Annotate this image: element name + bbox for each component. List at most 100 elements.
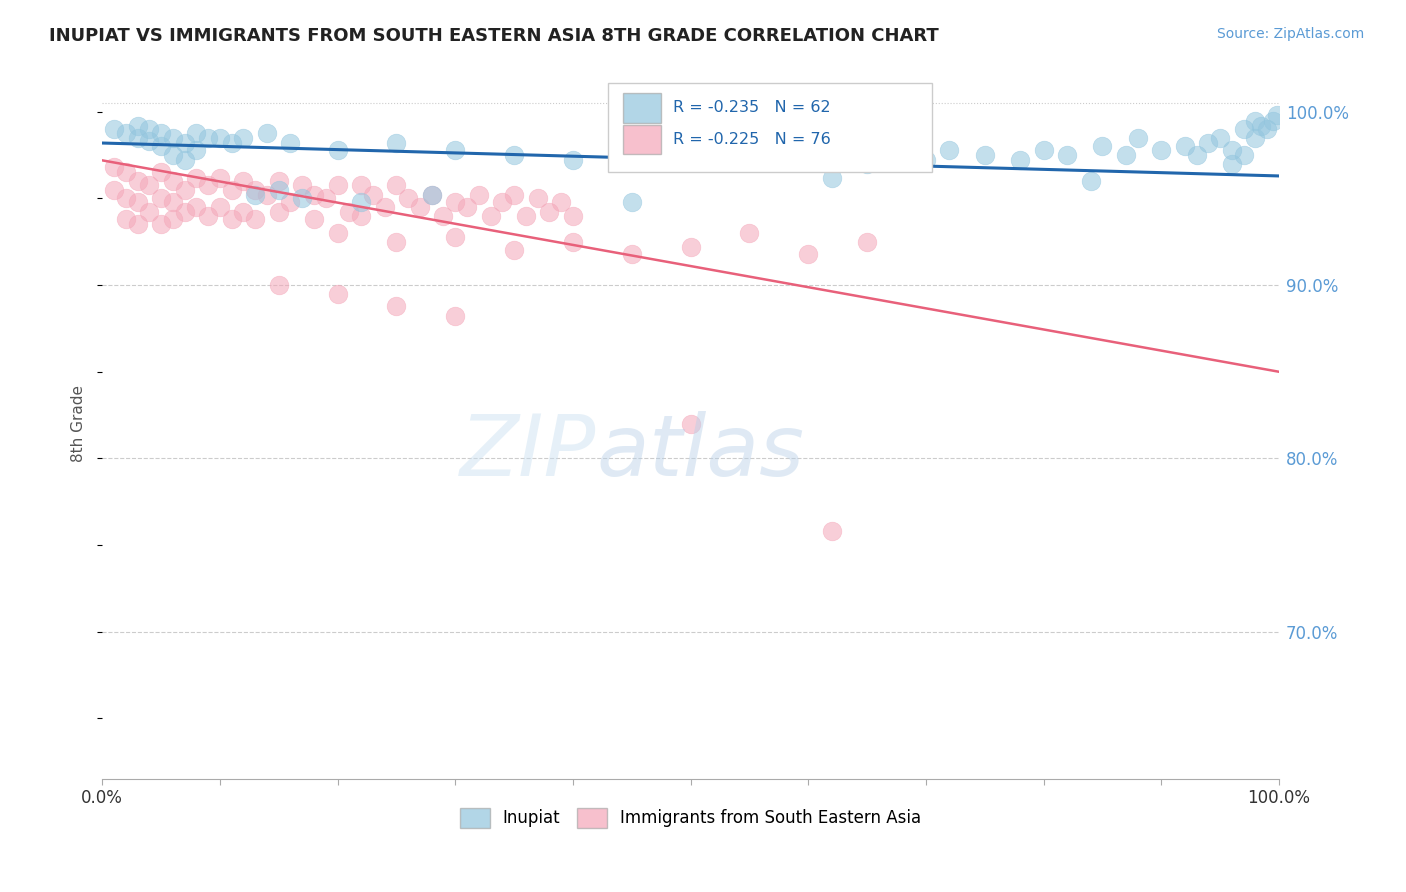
- Point: [456, 200, 478, 214]
- Point: [468, 188, 491, 202]
- Point: [138, 205, 160, 219]
- Point: [515, 209, 537, 223]
- Point: [127, 194, 149, 209]
- Point: [127, 131, 149, 145]
- Point: [915, 153, 938, 168]
- Point: [280, 136, 302, 150]
- Point: [1232, 148, 1254, 162]
- Point: [374, 200, 396, 214]
- Point: [1115, 148, 1137, 162]
- Point: [361, 188, 384, 202]
- Point: [337, 205, 360, 219]
- Point: [114, 126, 136, 140]
- Point: [821, 170, 844, 185]
- Point: [938, 143, 960, 157]
- Point: [326, 143, 349, 157]
- Point: [186, 126, 208, 140]
- Point: [1126, 131, 1149, 145]
- Point: [409, 200, 432, 214]
- Point: [173, 183, 195, 197]
- Point: [114, 192, 136, 206]
- Point: [150, 192, 173, 206]
- Point: [127, 218, 149, 232]
- Point: [267, 205, 290, 219]
- Point: [1244, 131, 1267, 145]
- Point: [1008, 153, 1031, 168]
- Point: [738, 226, 761, 240]
- Point: [291, 178, 314, 192]
- Y-axis label: 8th Grade: 8th Grade: [72, 385, 86, 462]
- Point: [326, 286, 349, 301]
- Point: [197, 209, 219, 223]
- Point: [561, 235, 583, 249]
- Point: [197, 178, 219, 192]
- Point: [856, 235, 879, 249]
- Point: [821, 524, 844, 538]
- Point: [208, 131, 231, 145]
- Point: [1256, 122, 1278, 136]
- Point: [243, 212, 266, 227]
- Point: [138, 134, 160, 148]
- Point: [280, 194, 302, 209]
- Point: [856, 157, 879, 171]
- Point: [396, 192, 419, 206]
- Point: [326, 178, 349, 192]
- Point: [138, 178, 160, 192]
- Point: [232, 131, 254, 145]
- FancyBboxPatch shape: [623, 125, 661, 154]
- Point: [479, 209, 502, 223]
- Point: [173, 153, 195, 168]
- Point: [162, 174, 184, 188]
- Point: [385, 136, 408, 150]
- Point: [1250, 119, 1272, 133]
- Point: [1185, 148, 1208, 162]
- Point: [797, 143, 820, 157]
- Point: [891, 148, 914, 162]
- Point: [444, 310, 467, 324]
- Point: [326, 226, 349, 240]
- Point: [420, 188, 443, 202]
- Point: [173, 205, 195, 219]
- Point: [1220, 143, 1243, 157]
- Point: [420, 188, 443, 202]
- Point: [432, 209, 454, 223]
- Point: [232, 174, 254, 188]
- Point: [243, 183, 266, 197]
- Point: [1056, 148, 1078, 162]
- Point: [797, 247, 820, 261]
- Legend: Inupiat, Immigrants from South Eastern Asia: Inupiat, Immigrants from South Eastern A…: [453, 801, 928, 835]
- Point: [186, 143, 208, 157]
- Point: [127, 119, 149, 133]
- Point: [350, 178, 373, 192]
- Point: [221, 212, 243, 227]
- Point: [561, 153, 583, 168]
- Point: [221, 183, 243, 197]
- Point: [221, 136, 243, 150]
- Text: atlas: atlas: [596, 410, 804, 493]
- Point: [738, 148, 761, 162]
- Text: R = -0.235   N = 62: R = -0.235 N = 62: [673, 100, 831, 115]
- Point: [1209, 131, 1232, 145]
- Point: [1244, 113, 1267, 128]
- Point: [150, 165, 173, 179]
- Point: [138, 122, 160, 136]
- Point: [679, 240, 702, 254]
- Point: [491, 194, 513, 209]
- Point: [186, 200, 208, 214]
- Point: [291, 192, 314, 206]
- Point: [150, 139, 173, 153]
- Point: [1232, 122, 1254, 136]
- Text: Source: ZipAtlas.com: Source: ZipAtlas.com: [1216, 27, 1364, 41]
- Text: INUPIAT VS IMMIGRANTS FROM SOUTH EASTERN ASIA 8TH GRADE CORRELATION CHART: INUPIAT VS IMMIGRANTS FROM SOUTH EASTERN…: [49, 27, 939, 45]
- Point: [162, 212, 184, 227]
- Point: [444, 194, 467, 209]
- Point: [114, 212, 136, 227]
- Point: [679, 417, 702, 431]
- Point: [503, 148, 526, 162]
- Point: [620, 247, 643, 261]
- Point: [1220, 157, 1243, 171]
- Point: [162, 131, 184, 145]
- Point: [150, 218, 173, 232]
- Point: [444, 229, 467, 244]
- Point: [385, 299, 408, 313]
